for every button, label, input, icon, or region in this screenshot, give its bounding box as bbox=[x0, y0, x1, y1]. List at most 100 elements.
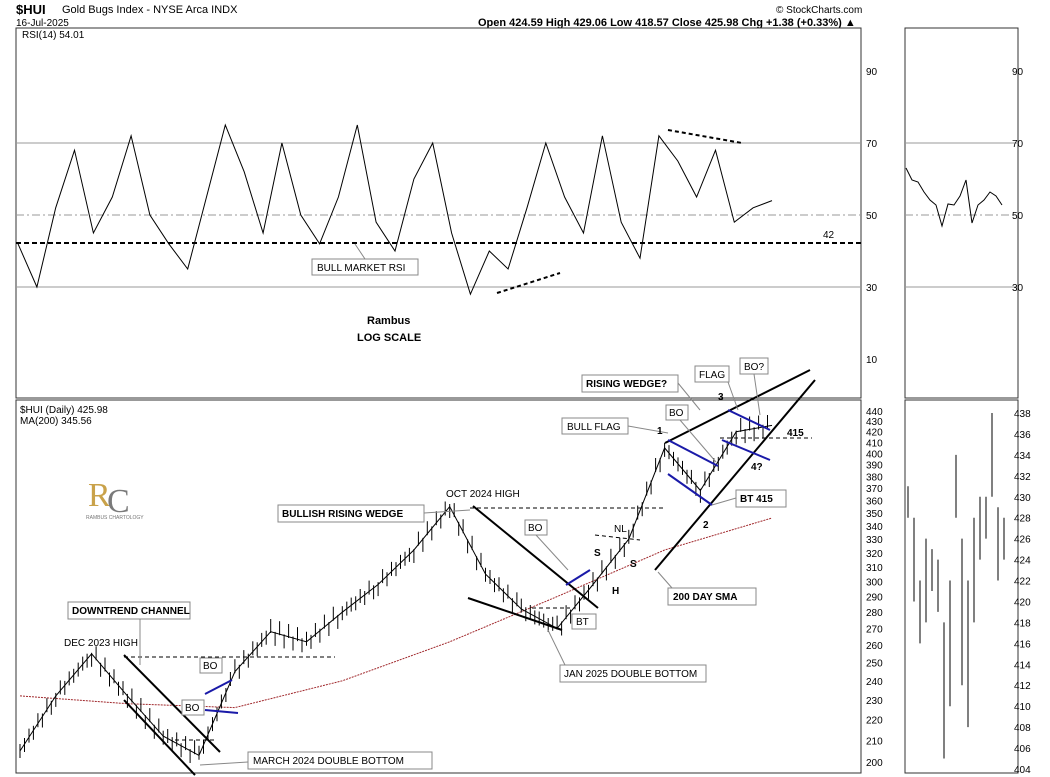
side-tick-414: 414 bbox=[1014, 660, 1031, 671]
oct-2024-high-label: OCT 2024 HIGH bbox=[446, 489, 520, 500]
price-tick-240: 240 bbox=[866, 677, 883, 688]
price-tick-430: 430 bbox=[866, 417, 883, 428]
ma-legend: MA(200) 345.56 bbox=[20, 416, 92, 427]
bo3-label: BO bbox=[528, 523, 543, 534]
side-tick-422: 422 bbox=[1014, 577, 1031, 588]
side-tick-438: 438 bbox=[1014, 409, 1031, 420]
bo3-pointer bbox=[535, 534, 569, 571]
march-2024-label: MARCH 2024 DOUBLE BOTTOM bbox=[253, 756, 404, 767]
wave-1-label: 1 bbox=[657, 426, 663, 437]
bo5-box: BO? bbox=[739, 357, 769, 375]
flag-label: FLAG bbox=[699, 370, 725, 381]
price-tick-300: 300 bbox=[866, 577, 883, 588]
bull-flag-pointer bbox=[627, 425, 669, 434]
side-rsi-frame bbox=[904, 27, 1019, 399]
level-415-label: 415 bbox=[787, 428, 804, 439]
side-tick-430: 430 bbox=[1014, 493, 1031, 504]
bull-flag-label: BULL FLAG bbox=[567, 422, 621, 433]
flag-top bbox=[667, 439, 719, 467]
flag2-top bbox=[727, 409, 771, 431]
side-rsi-tick-50: 50 bbox=[1012, 211, 1024, 222]
price-tick-350: 350 bbox=[866, 509, 883, 520]
sma-box: 200 DAY SMA bbox=[667, 587, 757, 606]
price-panel-frame bbox=[15, 399, 862, 774]
rsi-tick-10: 10 bbox=[866, 355, 878, 366]
bo3-box: BO bbox=[524, 519, 548, 536]
price-legend: $HUI (Daily) 425.98 bbox=[20, 405, 108, 416]
price-tick-310: 310 bbox=[866, 563, 883, 574]
side-price-tick-labels: 438 436 434 432 430 428 426 424 422 420 418 416 414 4… bbox=[1014, 409, 1031, 776]
side-rsi-tick-90: 90 bbox=[1012, 67, 1024, 78]
price-tick-260: 260 bbox=[866, 641, 883, 652]
march-pointer bbox=[199, 761, 249, 766]
bo2-label: BO bbox=[185, 703, 200, 714]
rambus-logo: R C RAMBUS CHARTOLOGY bbox=[86, 477, 144, 521]
rsi-label-42: 42 bbox=[823, 230, 835, 241]
logo-r: R bbox=[88, 477, 111, 514]
rsi-series-line bbox=[17, 123, 773, 296]
side-tick-408: 408 bbox=[1014, 723, 1031, 734]
header-date: 16-Jul-2025 bbox=[16, 18, 69, 29]
bull-market-rsi-box: BULL MARKET RSI bbox=[311, 258, 419, 276]
nl-label: NL bbox=[614, 524, 627, 535]
bullish-wedge-pointer bbox=[423, 509, 471, 514]
price-tick-340: 340 bbox=[866, 522, 883, 533]
side-tick-412: 412 bbox=[1014, 681, 1031, 692]
side-rsi-line bbox=[905, 167, 1003, 228]
dec-2023-high-label: DEC 2023 HIGH bbox=[64, 638, 138, 649]
bo3-line bbox=[565, 569, 591, 586]
bullish-wedge-box: BULLISH RISING WEDGE bbox=[277, 504, 425, 523]
price-tick-270: 270 bbox=[866, 624, 883, 635]
ma200-line bbox=[19, 517, 773, 709]
bo1-label: BO bbox=[203, 661, 218, 672]
bt415-label: BT 415 bbox=[740, 494, 773, 505]
wedge-top-line bbox=[472, 505, 599, 609]
bullish-wedge-label: BULLISH RISING WEDGE bbox=[282, 509, 403, 520]
bo1-box: BO bbox=[199, 657, 223, 674]
wave-2-label: 2 bbox=[703, 520, 709, 531]
bo1-line bbox=[204, 679, 233, 695]
side-tick-420: 420 bbox=[1014, 597, 1031, 608]
sma-pointer bbox=[657, 571, 673, 589]
bo5-pointer bbox=[753, 373, 761, 416]
price-tick-290: 290 bbox=[866, 593, 883, 604]
price-tick-250: 250 bbox=[866, 659, 883, 670]
sma-label: 200 DAY SMA bbox=[673, 592, 737, 603]
rising-wedge-label: RISING WEDGE? bbox=[586, 379, 667, 390]
march-2024-box: MARCH 2024 DOUBLE BOTTOM bbox=[247, 751, 433, 770]
downtrend-channel-box: DOWNTREND CHANNEL bbox=[67, 601, 191, 620]
rising-wedge-pointer bbox=[677, 382, 701, 411]
side-tick-426: 426 bbox=[1014, 535, 1031, 546]
jan-2025-box: JAN 2025 DOUBLE BOTTOM bbox=[559, 664, 707, 683]
channel-top-line bbox=[123, 654, 221, 753]
flag-box: FLAG bbox=[694, 365, 730, 383]
bo2-box: BO bbox=[181, 699, 205, 716]
header-credit: © StockCharts.com bbox=[776, 5, 862, 16]
rsi-legend: RSI(14) 54.01 bbox=[22, 30, 85, 41]
bt415-box: BT 415 bbox=[735, 489, 787, 508]
side-price-bars bbox=[907, 413, 1005, 759]
side-rsi-tick-70: 70 bbox=[1012, 139, 1024, 150]
breakout-lines bbox=[204, 409, 771, 714]
logo-text: RAMBUS CHARTOLOGY bbox=[86, 515, 144, 521]
price-tick-280: 280 bbox=[866, 608, 883, 619]
wave-3-label: 3 bbox=[718, 392, 724, 403]
bo4-box: BO bbox=[665, 404, 689, 421]
bt1-box: BT bbox=[571, 613, 597, 630]
price-tick-330: 330 bbox=[866, 535, 883, 546]
side-price-frame bbox=[904, 399, 1019, 774]
bt415-pointer bbox=[711, 497, 737, 506]
bo1-line-b bbox=[204, 709, 239, 714]
flag-pointer bbox=[727, 381, 739, 411]
price-tick-370: 370 bbox=[866, 484, 883, 495]
flag2-bottom bbox=[721, 439, 771, 461]
side-tick-432: 432 bbox=[1014, 472, 1031, 483]
header-ohlc: Open 424.59 High 429.06 Low 418.57 Close… bbox=[478, 17, 856, 29]
bo4-pointer bbox=[679, 419, 717, 463]
price-tick-420: 420 bbox=[866, 428, 883, 439]
log-scale-label: LOG SCALE bbox=[357, 332, 421, 344]
header-symbol: $HUI bbox=[16, 2, 46, 17]
rsi-tick-50: 50 bbox=[866, 211, 878, 222]
price-tick-220: 220 bbox=[866, 716, 883, 727]
side-tick-424: 424 bbox=[1014, 556, 1031, 567]
